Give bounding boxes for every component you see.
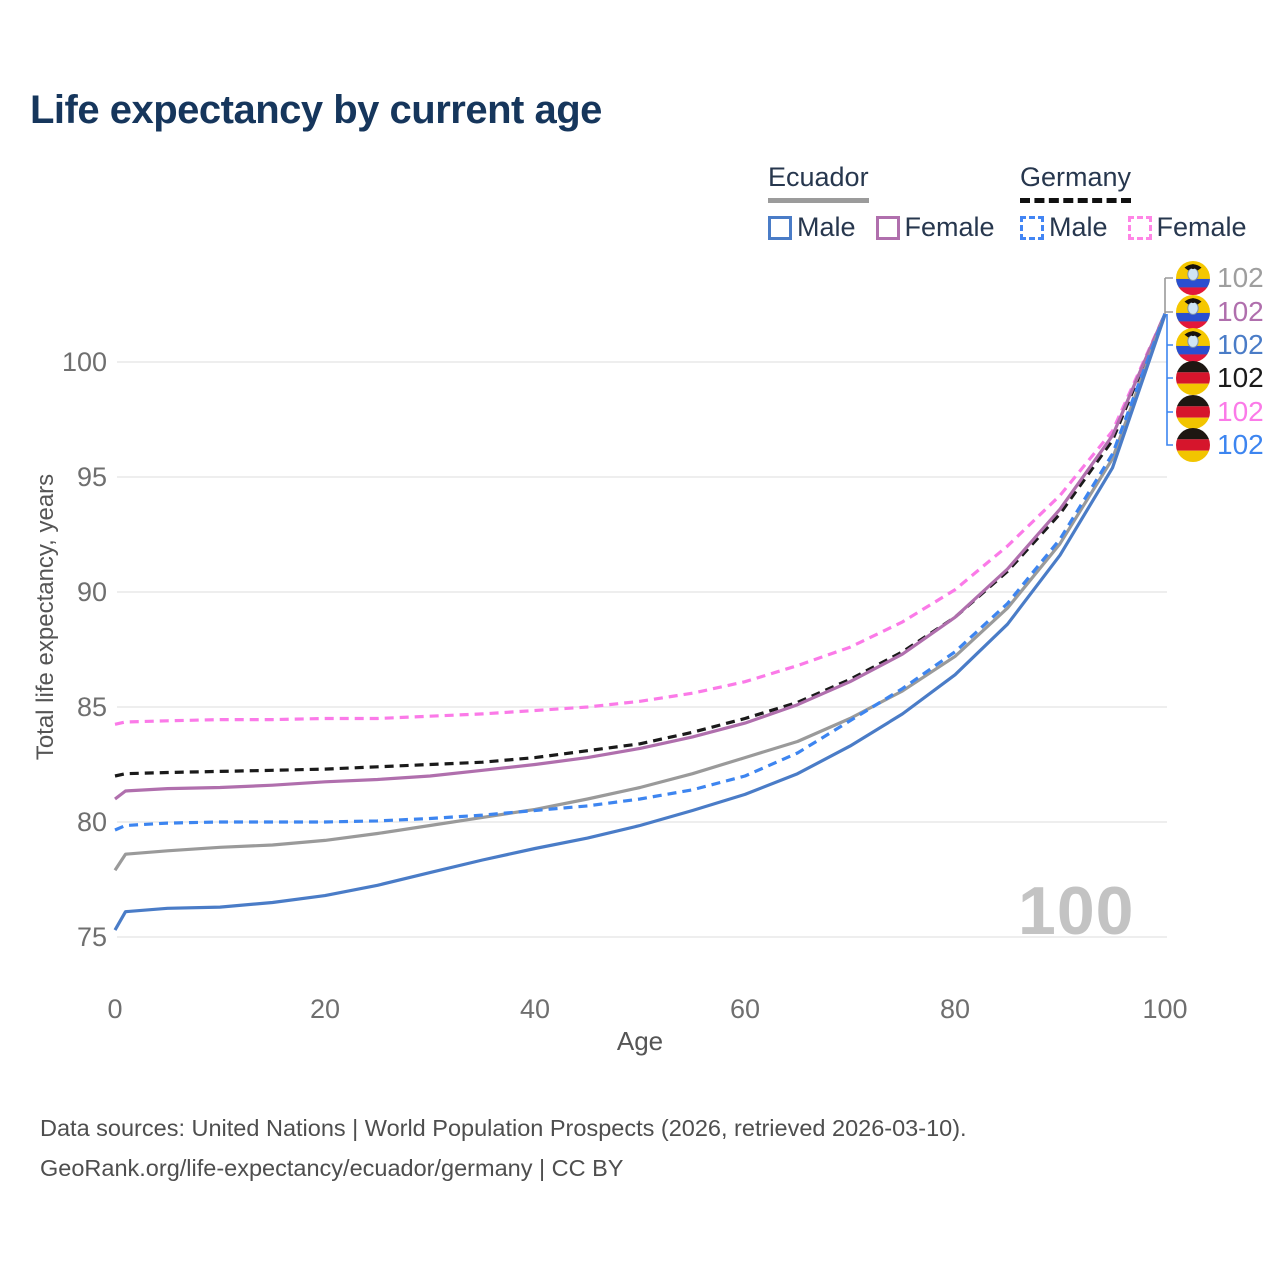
- footer-url-line: GeoRank.org/life-expectancy/ecuador/germ…: [40, 1155, 624, 1181]
- y-axis-title: Total life expectancy, years: [32, 473, 59, 761]
- end-label-ecuador-female: 102: [1176, 295, 1264, 329]
- y-tick-100: 100: [61, 347, 107, 377]
- legend-header-ecuador[interactable]: Ecuador: [768, 162, 869, 203]
- end-label-germany-male: 102: [1176, 428, 1264, 462]
- legend-swatch-ecuador-female[interactable]: [875, 215, 900, 240]
- end-label-germany-female: 102: [1176, 395, 1264, 429]
- legend-label-ecuador-male[interactable]: Male: [797, 212, 856, 242]
- y-tick-90: 90: [76, 577, 107, 607]
- footer: Data sources: United Nations | World Pop…: [40, 1108, 967, 1188]
- legend-group-ecuador: Ecuador Male Female: [768, 162, 1015, 243]
- end-value: 102: [1217, 262, 1264, 293]
- legend-header-germany[interactable]: Germany: [1020, 162, 1132, 203]
- end-label-ecuador-male: 102: [1176, 328, 1264, 362]
- germany-flag-icon: [1176, 395, 1210, 429]
- end-value: 102: [1217, 429, 1264, 460]
- end-value: 102: [1217, 362, 1264, 393]
- series-line-germany-all: [114, 313, 1167, 778]
- y-tick-95: 95: [76, 462, 107, 492]
- germany-flag-icon: [1176, 361, 1210, 395]
- y-tick-75: 75: [76, 922, 107, 952]
- series-line-germany-male: [114, 313, 1167, 832]
- legend-label-ecuador-female[interactable]: Female: [904, 212, 995, 242]
- x-tick-100: 100: [1142, 994, 1188, 1024]
- footer-sources-line: Data sources: United Nations | World Pop…: [40, 1115, 967, 1141]
- x-tick-60: 60: [729, 994, 761, 1024]
- x-axis-title: Age: [616, 1026, 664, 1056]
- end-label-germany-all: 102: [1176, 361, 1264, 395]
- x-tick-20: 20: [309, 994, 341, 1024]
- ecuador-flag-icon: [1176, 261, 1210, 295]
- germany-flag-icon: [1176, 428, 1210, 462]
- end-label-ecuador-all: 102: [1176, 261, 1264, 295]
- end-value: 102: [1217, 396, 1264, 427]
- leader-line: [1164, 277, 1173, 314]
- series-line-ecuador-female: [114, 313, 1167, 801]
- end-value: 102: [1217, 329, 1264, 360]
- series-line-germany-female: [114, 313, 1167, 726]
- legend-swatch-germany-male[interactable]: [1020, 215, 1044, 240]
- legend-group-germany: Germany Male Female: [1020, 162, 1267, 243]
- x-tick-40: 40: [519, 994, 551, 1024]
- series-line-ecuador-all: [113, 313, 1167, 872]
- end-value: 102: [1217, 296, 1264, 327]
- leader-line: [1166, 314, 1173, 446]
- legend-label-germany-female[interactable]: Female: [1156, 212, 1247, 242]
- x-tick-0: 0: [107, 994, 123, 1024]
- page-title: Life expectancy by current age: [30, 88, 602, 132]
- hover-age-watermark: 100: [1018, 873, 1135, 949]
- series-line-ecuador-male: [113, 314, 1167, 931]
- legend-label-germany-male[interactable]: Male: [1049, 212, 1108, 242]
- ecuador-flag-icon: [1176, 328, 1210, 362]
- legend-swatch-ecuador-male[interactable]: [768, 215, 792, 240]
- x-tick-80: 80: [939, 994, 971, 1024]
- legend-swatch-germany-female[interactable]: [1127, 215, 1152, 240]
- ecuador-flag-icon: [1176, 295, 1210, 329]
- y-tick-80: 80: [76, 807, 107, 837]
- y-tick-85: 85: [76, 692, 107, 722]
